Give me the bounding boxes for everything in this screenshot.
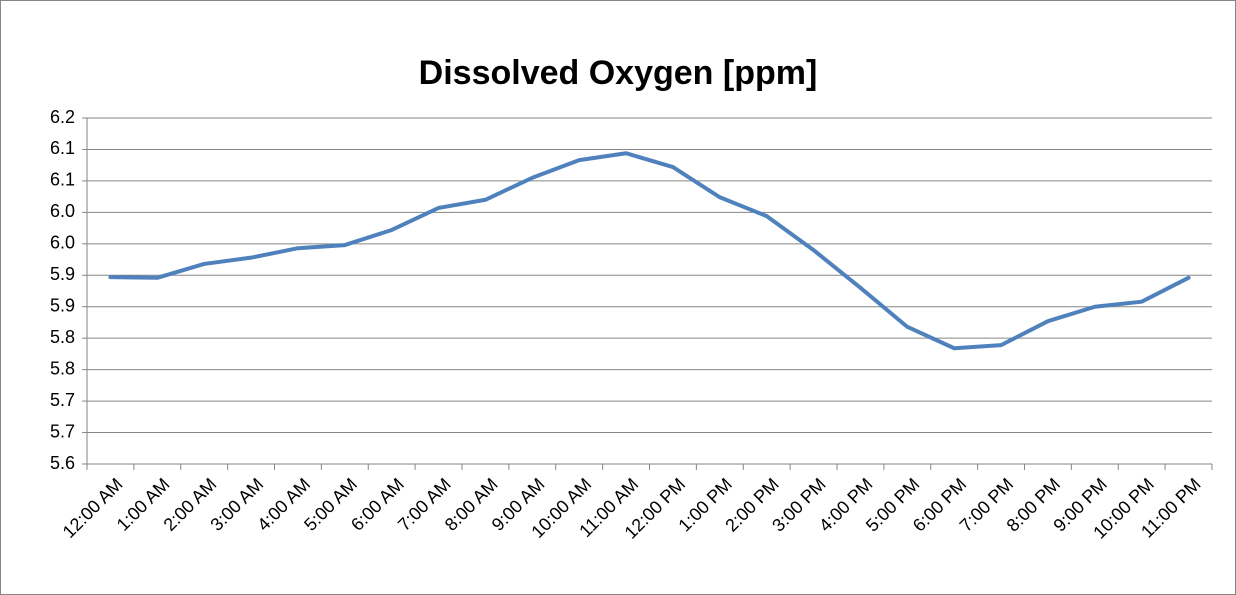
y-tick-label: 5.7 (50, 421, 75, 441)
chart-title: Dissolved Oxygen [ppm] (419, 54, 818, 92)
y-tick-label: 6.2 (50, 107, 75, 127)
y-tick-label: 6.1 (50, 138, 75, 158)
y-tick-label: 5.8 (50, 327, 75, 347)
y-tick-label: 5.8 (50, 358, 75, 378)
y-tick-label: 5.9 (50, 295, 75, 315)
y-tick-label: 5.9 (50, 264, 75, 284)
y-tick-label: 6.0 (50, 201, 75, 221)
y-tick-label: 6.0 (50, 233, 75, 253)
y-tick-label: 5.7 (50, 390, 75, 410)
y-tick-label: 5.6 (50, 453, 75, 473)
data-line (108, 151, 1191, 351)
y-tick-label: 6.1 (50, 170, 75, 190)
